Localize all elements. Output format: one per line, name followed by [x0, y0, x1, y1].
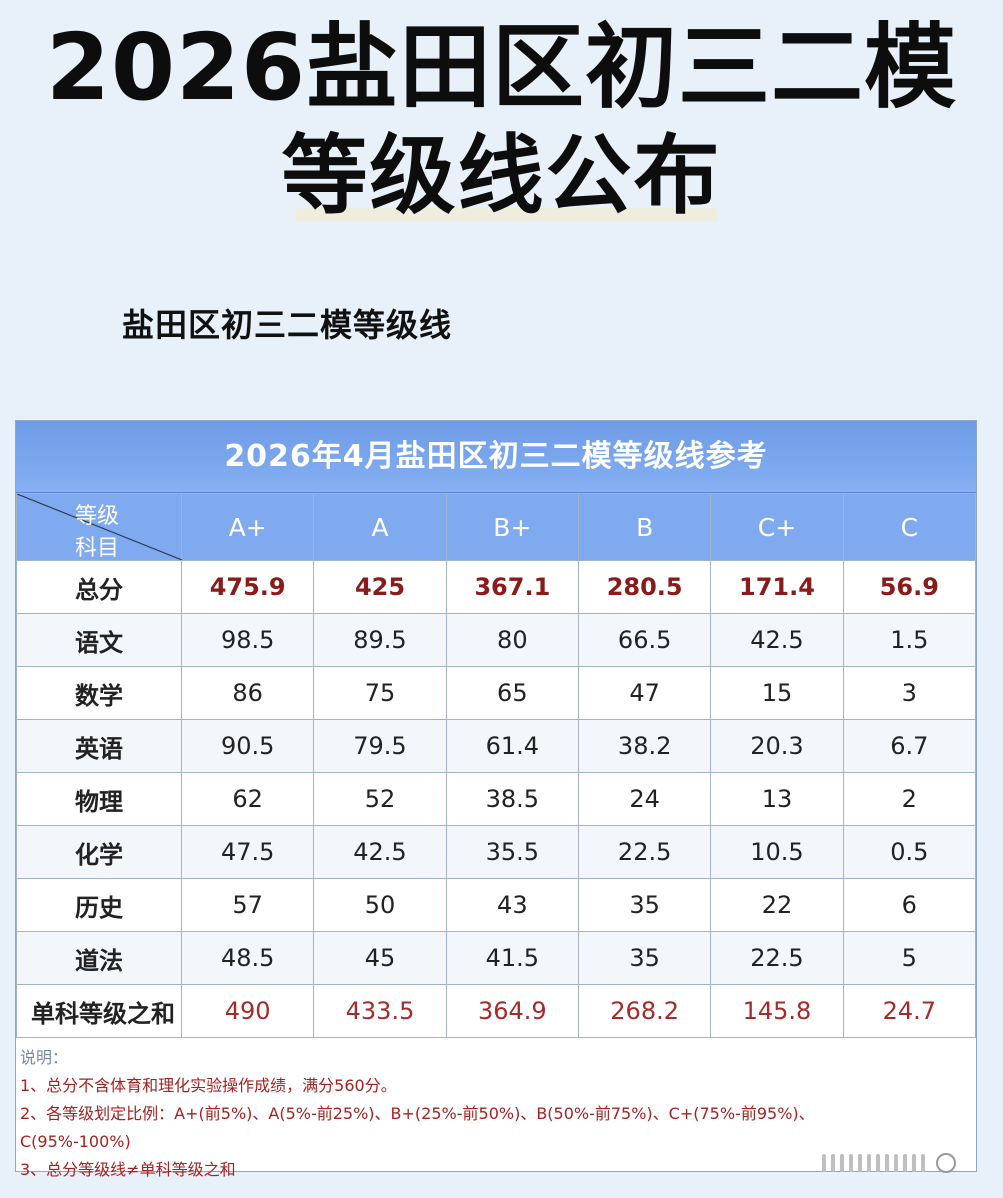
corner-label-subject: 科目: [75, 536, 120, 561]
section-subtitle: 盐田区初三二模等级线: [122, 306, 453, 344]
subject-label: 总分: [16, 560, 182, 614]
score-cell: 38.2: [577, 719, 712, 773]
corner-header-cell: 等级 科目: [16, 493, 182, 561]
score-cell: 90.5: [180, 719, 315, 773]
table-row-english: 英语 90.5 79.5 61.4 38.2 20.3 6.7: [16, 719, 977, 773]
table-row-subject-sum: 单科等级之和 490 433.5 364.9 268.2 145.8 24.7: [16, 984, 977, 1038]
grade-header-row: 等级 科目 A+ A B+ B C+ C: [16, 493, 977, 561]
table-row-morality-law: 道法 48.5 45 41.5 35 22.5 5: [16, 931, 977, 985]
score-cell: 98.5: [180, 613, 315, 667]
table-row-chinese: 语文 98.5 89.5 80 66.5 42.5 1.5: [16, 613, 977, 667]
table-row-math: 数学 86 75 65 47 15 3: [16, 666, 977, 720]
score-cell: 20.3: [710, 719, 844, 773]
score-cell: 0.5: [842, 825, 977, 879]
score-cell: 490: [180, 984, 315, 1038]
score-cell: 52: [313, 772, 447, 826]
score-cell: 10.5: [710, 825, 844, 879]
score-cell: 42.5: [313, 825, 447, 879]
score-cell: 89.5: [313, 613, 447, 667]
subject-label: 历史: [16, 878, 182, 932]
score-cell: 268.2: [577, 984, 712, 1038]
score-cell: 61.4: [445, 719, 579, 773]
table-notes: 说明： 1、总分不含体育和理化实验操作成绩，满分560分。 2、各等级划定比例：…: [16, 1038, 976, 1184]
score-cell: 6: [842, 878, 977, 932]
score-cell: 35.5: [445, 825, 579, 879]
subject-label: 英语: [16, 719, 182, 773]
score-cell: 171.4: [710, 560, 844, 614]
score-cell: 280.5: [577, 560, 712, 614]
score-cell: 22.5: [577, 825, 712, 879]
score-cell: 42.5: [710, 613, 844, 667]
score-cell: 3: [842, 666, 977, 720]
score-cell: 79.5: [313, 719, 447, 773]
subject-label: 单科等级之和: [16, 984, 182, 1038]
score-cell: 57: [180, 878, 315, 932]
table-row-physics: 物理 62 52 38.5 24 13 2: [16, 772, 977, 826]
table-row-total: 总分 475.9 425 367.1 280.5 171.4 56.9: [16, 560, 977, 614]
table-row-chemistry: 化学 47.5 42.5 35.5 22.5 10.5 0.5: [16, 825, 977, 879]
score-cell: 22.5: [710, 931, 844, 985]
subject-label: 道法: [16, 931, 182, 985]
title-underline-highlight: [295, 208, 718, 222]
score-cell: 38.5: [445, 772, 579, 826]
score-cell: 45: [313, 931, 447, 985]
score-cell: 145.8: [710, 984, 844, 1038]
score-cell: 62: [180, 772, 315, 826]
score-cell: 47.5: [180, 825, 315, 879]
grade-header-b: B: [577, 493, 712, 561]
score-cell: 65: [445, 666, 579, 720]
score-cell: 367.1: [445, 560, 579, 614]
grade-header-b-plus: B+: [445, 493, 579, 561]
subject-label: 物理: [16, 772, 182, 826]
diagonal-divider: [17, 494, 182, 560]
subject-label: 数学: [16, 666, 182, 720]
note-line-2: 2、各等级划定比例：A+(前5%)、A(5%-前25%)、B+(25%-前50%…: [20, 1104, 815, 1123]
grade-header-c-plus: C+: [710, 493, 844, 561]
score-cell: 86: [180, 666, 315, 720]
score-cell: 47: [577, 666, 712, 720]
subject-label: 化学: [16, 825, 182, 879]
score-cell: 1.5: [842, 613, 977, 667]
title-line-2-wrap: 等级线公布: [282, 128, 722, 224]
corner-label-grade: 等级: [75, 504, 120, 529]
score-cell: 35: [577, 931, 712, 985]
subject-label: 语文: [16, 613, 182, 667]
note-line-4: 3、总分等级线≠单科等级之和: [20, 1160, 236, 1179]
score-cell: 22: [710, 878, 844, 932]
score-cell: 50: [313, 878, 447, 932]
score-cell: 80: [445, 613, 579, 667]
score-cell: 35: [577, 878, 712, 932]
score-cell: 48.5: [180, 931, 315, 985]
note-line-1: 1、总分不含体育和理化实验操作成绩，满分560分。: [20, 1076, 397, 1095]
score-cell: 425: [313, 560, 447, 614]
score-cell: 66.5: [577, 613, 712, 667]
page-title: 2026盐田区初三二模 等级线公布: [0, 14, 1003, 224]
watermark-bars-icon: [822, 1153, 982, 1173]
score-cell: 6.7: [842, 719, 977, 773]
score-cell: 433.5: [313, 984, 447, 1038]
notes-heading: 说明：: [20, 1048, 69, 1067]
score-cell: 24.7: [842, 984, 977, 1038]
title-line-2: 等级线公布: [281, 126, 722, 226]
score-cell: 475.9: [180, 560, 315, 614]
score-cell: 5: [842, 931, 977, 985]
score-cell: 43: [445, 878, 579, 932]
score-cell: 15: [710, 666, 844, 720]
table-row-history: 历史 57 50 43 35 22 6: [16, 878, 977, 932]
table-title: 2026年4月盐田区初三二模等级线参考: [16, 421, 976, 493]
grade-table-card: 2026年4月盐田区初三二模等级线参考 等级 科目 A+ A B+ B C+ C: [15, 420, 977, 1179]
score-cell: 2: [842, 772, 977, 826]
score-cell: 13: [710, 772, 844, 826]
grade-table: 等级 科目 A+ A B+ B C+ C 总分 475.9 425 367.1 …: [16, 493, 977, 1038]
score-cell: 75: [313, 666, 447, 720]
score-cell: 56.9: [842, 560, 977, 614]
score-cell: 364.9: [445, 984, 579, 1038]
grade-header-c: C: [842, 493, 977, 561]
title-line-1: 2026盐田区初三二模: [45, 14, 958, 121]
grade-header-a-plus: A+: [180, 493, 315, 561]
score-cell: 24: [577, 772, 712, 826]
score-cell: 41.5: [445, 931, 579, 985]
note-line-3: C(95%-100%): [20, 1132, 131, 1151]
grade-header-a: A: [313, 493, 447, 561]
